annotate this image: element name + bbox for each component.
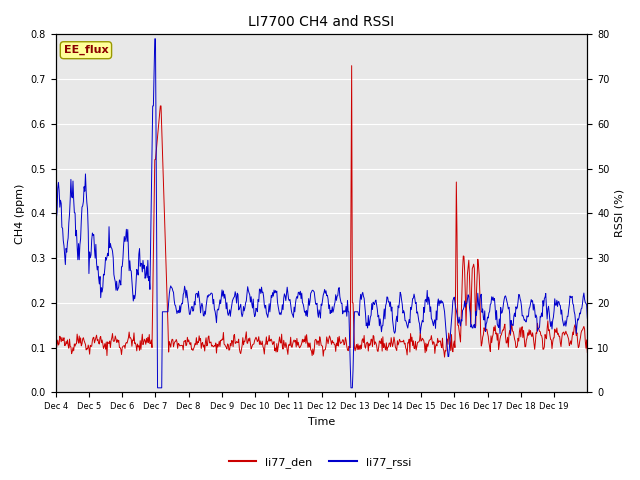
Text: EE_flux: EE_flux — [63, 45, 108, 55]
li77_den — [407, 331, 415, 336]
Line: li77_rssi: li77_rssi — [56, 39, 588, 388]
Legend: li77_den, li77_rssi: li77_den, li77_rssi — [224, 452, 416, 472]
X-axis label: Time: Time — [308, 417, 335, 427]
li77_den — [377, 341, 385, 347]
li77_den — [348, 63, 355, 69]
li77_den — [52, 345, 60, 351]
li77_rssi — [378, 329, 385, 335]
li77_den — [441, 354, 449, 360]
li77_rssi — [260, 294, 268, 300]
li77_den — [259, 338, 266, 344]
li77_den — [114, 339, 122, 345]
Y-axis label: RSSI (%): RSSI (%) — [615, 189, 625, 238]
li77_rssi — [584, 315, 591, 321]
li77_rssi — [114, 286, 122, 291]
Y-axis label: CH4 (ppm): CH4 (ppm) — [15, 183, 25, 243]
li77_rssi — [213, 308, 221, 313]
li77_rssi — [151, 36, 159, 42]
li77_den — [238, 343, 246, 348]
li77_rssi — [52, 242, 60, 248]
li77_rssi — [154, 385, 161, 391]
Line: li77_den: li77_den — [56, 66, 588, 357]
Title: LI7700 CH4 and RSSI: LI7700 CH4 and RSSI — [248, 15, 395, 29]
li77_den — [212, 340, 220, 346]
li77_rssi — [408, 307, 415, 312]
li77_rssi — [239, 304, 247, 310]
li77_den — [584, 349, 591, 355]
